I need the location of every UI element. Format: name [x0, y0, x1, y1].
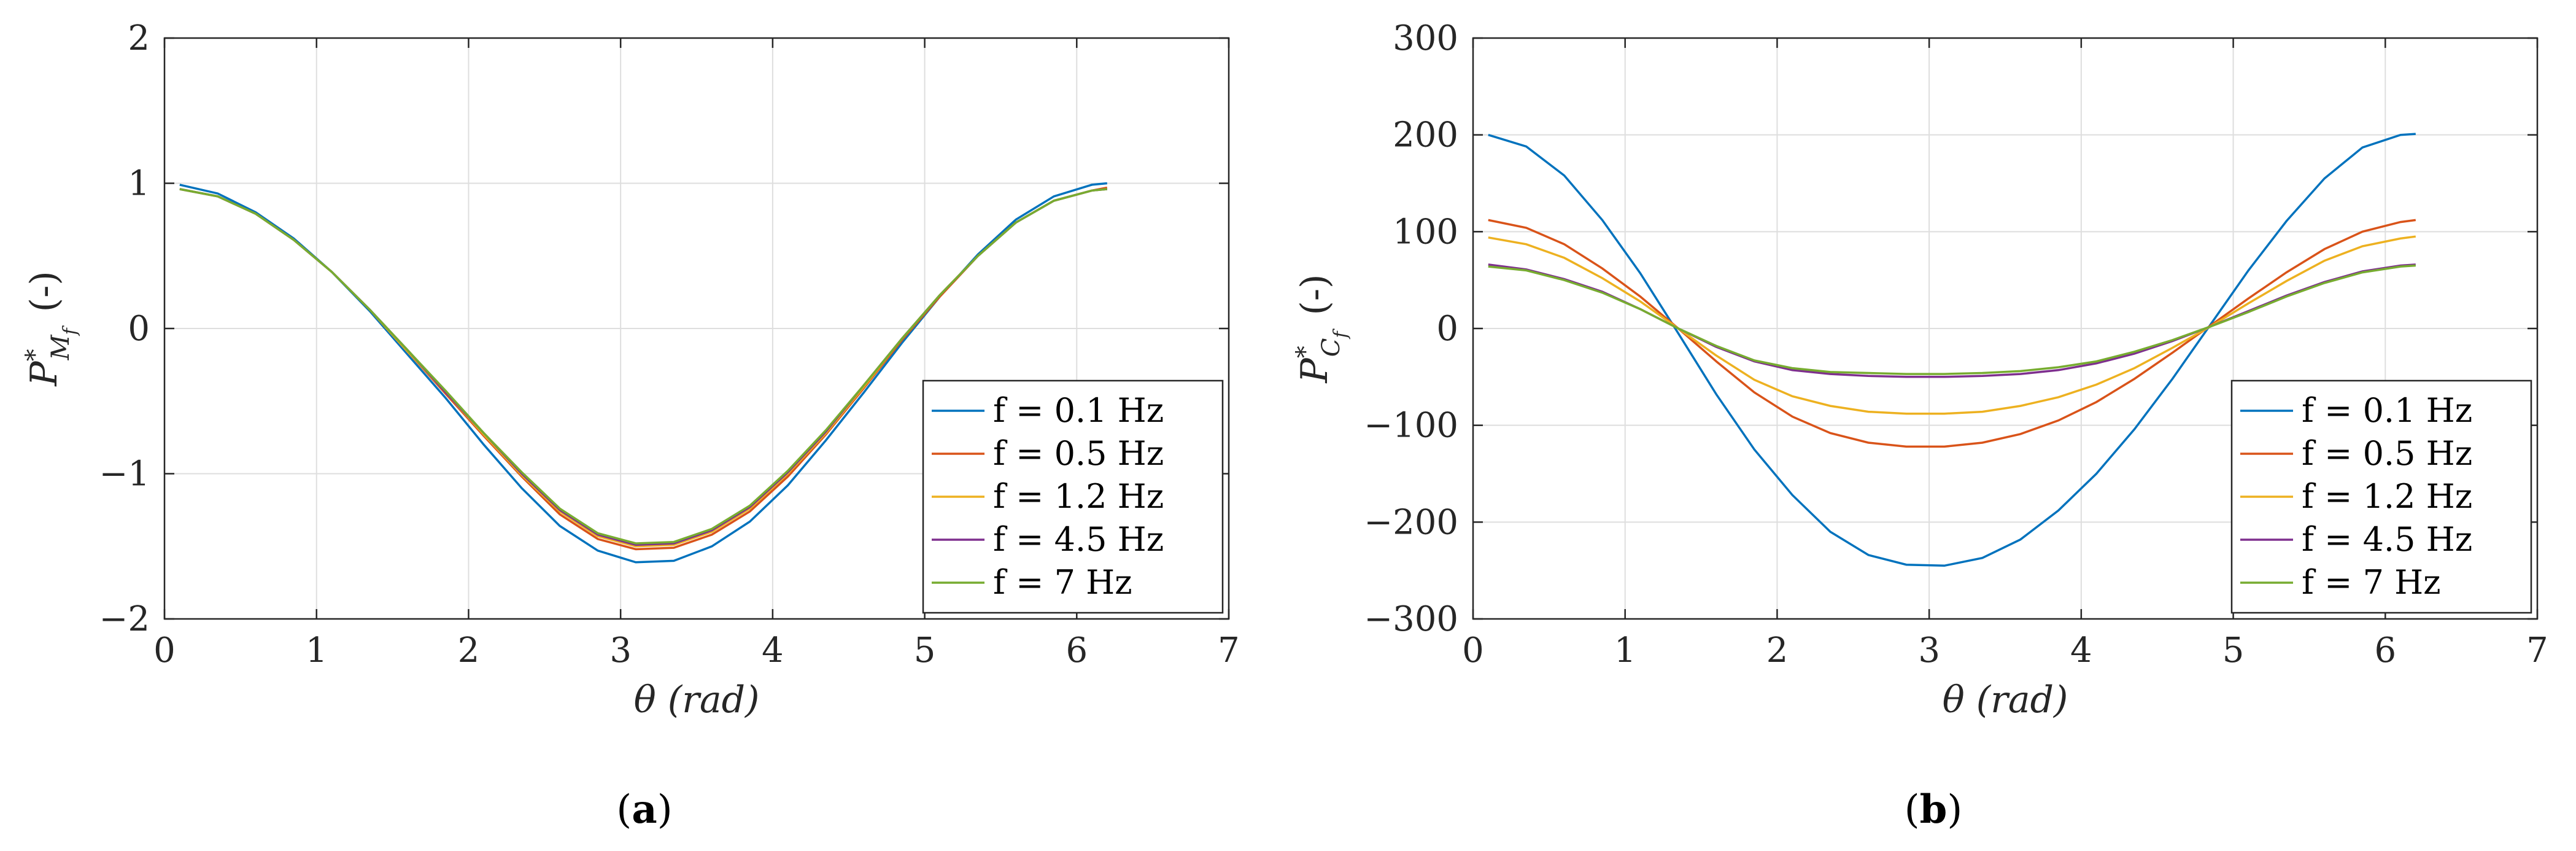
panel-a-y-label-subsub: f [60, 325, 81, 336]
panel-b-series-line-4 [1488, 264, 2416, 375]
panel-b-series-line-0 [1488, 133, 2416, 567]
panel-b-y-label-subsub: f [1330, 328, 1352, 340]
panel-a-x-tick-label: 5 [914, 631, 936, 670]
panel-a-series-line-4 [179, 188, 1107, 545]
panel-b-y-tick-label: −200 [1364, 502, 1458, 542]
panel-b-caption: (b) [1905, 787, 1963, 833]
chart-panel-b: 0 1 2 3 4 5 6 7 300 200 100 0 −100 −200 −300 θ (rad) P*C… [1291, 18, 2548, 833]
panel-b-x-tick-label: 2 [1766, 631, 1789, 670]
panel-b-y-tick-label: 200 [1393, 115, 1458, 155]
panel-b-y-tick-label: 100 [1393, 212, 1458, 252]
panel-a-caption: (a) [616, 787, 672, 833]
panel-a-legend-label: f = 1.2 Hz [993, 477, 1164, 516]
panel-a-y-label-symbol: P [23, 360, 66, 387]
panel-b-y-label-symbol: P [1293, 357, 1336, 384]
panel-a-y-label-sub: M [47, 334, 75, 360]
panel-b-series-line-1 [1488, 219, 2416, 448]
panel-b-y-label-sup: * [1291, 346, 1320, 358]
panel-a-y-tick-label: 1 [128, 164, 150, 204]
panel-b-legend-label: f = 0.5 Hz [2302, 434, 2472, 473]
panel-b-y-tick-label: −100 [1364, 406, 1458, 446]
panel-b-y-axis-label: P*Cf (-) [1291, 274, 1352, 383]
panel-a-y-tick-label: 0 [128, 309, 150, 349]
panel-b-x-axis-label: θ (rad) [1943, 678, 2068, 721]
chart-panel-a: 0 1 2 3 4 5 6 7 2 1 0 −1 −2 θ (rad) P*Mf (-) f = 0.1 Hz f… [21, 18, 1240, 833]
panel-b-series-line-3 [1488, 263, 2416, 378]
panel-b-y-label-sub: C [1317, 338, 1345, 357]
panel-b-x-tick-label: 4 [2070, 631, 2092, 670]
panel-b-y-tick-label: −300 [1364, 599, 1458, 639]
panel-b-legend-label: f = 1.2 Hz [2302, 477, 2472, 516]
panel-b-y-tick-label: 300 [1393, 18, 1458, 58]
panel-b-x-tick-label: 1 [1614, 631, 1636, 670]
panel-b-x-tick-label: 7 [2526, 631, 2548, 670]
panel-b-y-tick-label: 0 [1436, 309, 1458, 349]
panel-a-y-tick-label: −2 [99, 599, 150, 639]
panel-a-y-label-unit: (-) [23, 271, 66, 312]
panel-b-legend-label: f = 7 Hz [2302, 563, 2441, 602]
panel-a-x-tick-label: 1 [306, 631, 328, 670]
panel-a-legend-label: f = 0.1 Hz [993, 391, 1164, 430]
panel-a-legend-label: f = 4.5 Hz [993, 520, 1164, 559]
panel-a-x-tick-label: 4 [762, 631, 784, 670]
panel-a-y-tick-label: −1 [99, 454, 150, 494]
panel-b-x-tick-label: 3 [1918, 631, 1940, 670]
panel-a-x-tick-label: 6 [1066, 631, 1088, 670]
panel-a-x-tick-label: 3 [609, 631, 632, 670]
panel-a-x-axis-label: θ (rad) [634, 678, 760, 721]
panel-a-x-tick-label: 7 [1218, 631, 1240, 670]
panel-b-x-tick-label: 6 [2374, 631, 2396, 670]
panel-a-x-tick-label: 2 [458, 631, 480, 670]
panel-b-legend-label: f = 4.5 Hz [2302, 520, 2472, 559]
panel-a-legend-label: f = 0.5 Hz [993, 434, 1164, 473]
panel-a-y-label-sup: * [21, 349, 49, 361]
panel-a-y-tick-label: 2 [128, 18, 150, 58]
panel-b-legend-label: f = 0.1 Hz [2302, 391, 2472, 430]
panel-a-legend-label: f = 7 Hz [993, 563, 1132, 602]
panel-b-x-tick-label: 5 [2222, 631, 2245, 670]
panel-a-x-tick-label: 0 [153, 631, 176, 670]
panel-b-y-label-unit: (-) [1293, 274, 1336, 315]
panel-a-y-axis-label: P*Mf (-) [21, 271, 81, 387]
panel-b-x-tick-label: 0 [1462, 631, 1484, 670]
panel-b-series-line-2 [1488, 235, 2416, 415]
